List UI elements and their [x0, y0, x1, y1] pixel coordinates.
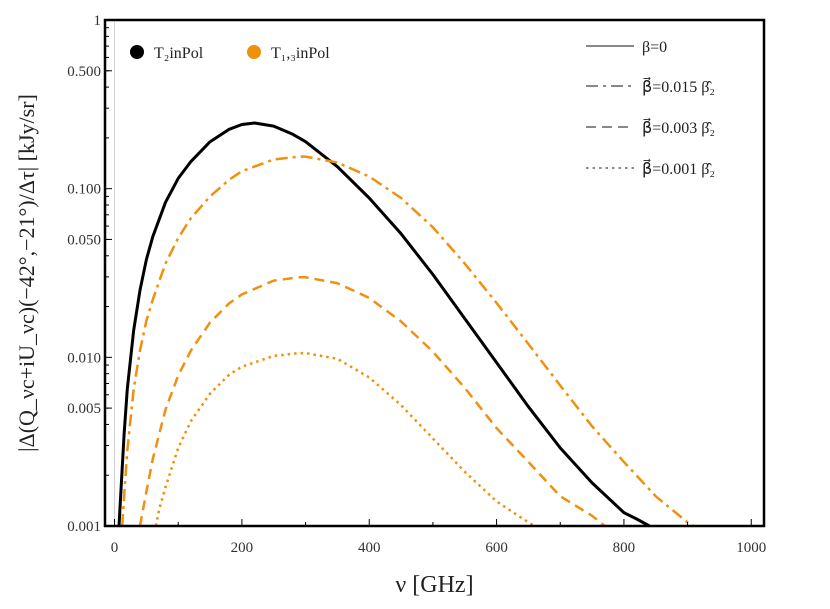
series-line-0 [117, 121, 651, 528]
y-axis-label-group: |Δ(Q_νc+iU_νc)(−42°,−21°)/Δτ| [kJy/sr] [14, 94, 39, 452]
x-tick-label: 0 [111, 540, 119, 556]
x-tick-label: 200 [231, 540, 254, 556]
series-line-1 [120, 155, 695, 528]
y-tick-label: 0.005 [67, 401, 101, 417]
y-tick-label: 0.100 [67, 182, 101, 198]
x-tick-label: 1000 [736, 540, 766, 556]
x-tick-label: 800 [613, 540, 636, 556]
x-axis-label: ν [GHz] [395, 572, 473, 598]
legend-color-label: T₂inPol [154, 45, 204, 62]
y-tick-label: 0.500 [67, 64, 101, 80]
legend-style-label: β⃗=0.001 β̂₂ [642, 158, 715, 178]
y-tick-label: 0.001 [67, 519, 101, 535]
y-tick-label: 0.050 [67, 232, 101, 248]
legend: T₂inPol T₁,₃inPol β=0 β⃗=0.015 β̂₂ β⃗=0.003 … [130, 39, 715, 178]
series-line-3 [154, 351, 536, 528]
ticks-layer: 0 200 400 600 800 1000 0.001 0.005 0.010 0.050 0.1… [67, 13, 766, 556]
y-tick-label: 1 [94, 13, 102, 29]
legend-style-label: β⃗=0.003 β̂₂ [642, 117, 715, 137]
x-tick-label: 400 [358, 540, 381, 556]
y-axis-label: |Δ(Q_νc+iU_νc)(−42°,−21°)/Δτ| [kJy/sr] [14, 94, 39, 452]
legend-color-marker [130, 45, 144, 59]
legend-color-label: T₁,₃inPol [271, 45, 330, 62]
legend-style-label: β⃗=0.015 β̂₂ [642, 76, 715, 96]
plot-frame [103, 18, 766, 528]
legend-style-label: β=0 [642, 39, 667, 56]
x-tick-label: 600 [485, 540, 508, 556]
series-line-2 [138, 276, 606, 527]
legend-color-marker [247, 45, 261, 59]
series-layer [114, 20, 695, 528]
y-tick-label: 0.010 [67, 350, 101, 366]
